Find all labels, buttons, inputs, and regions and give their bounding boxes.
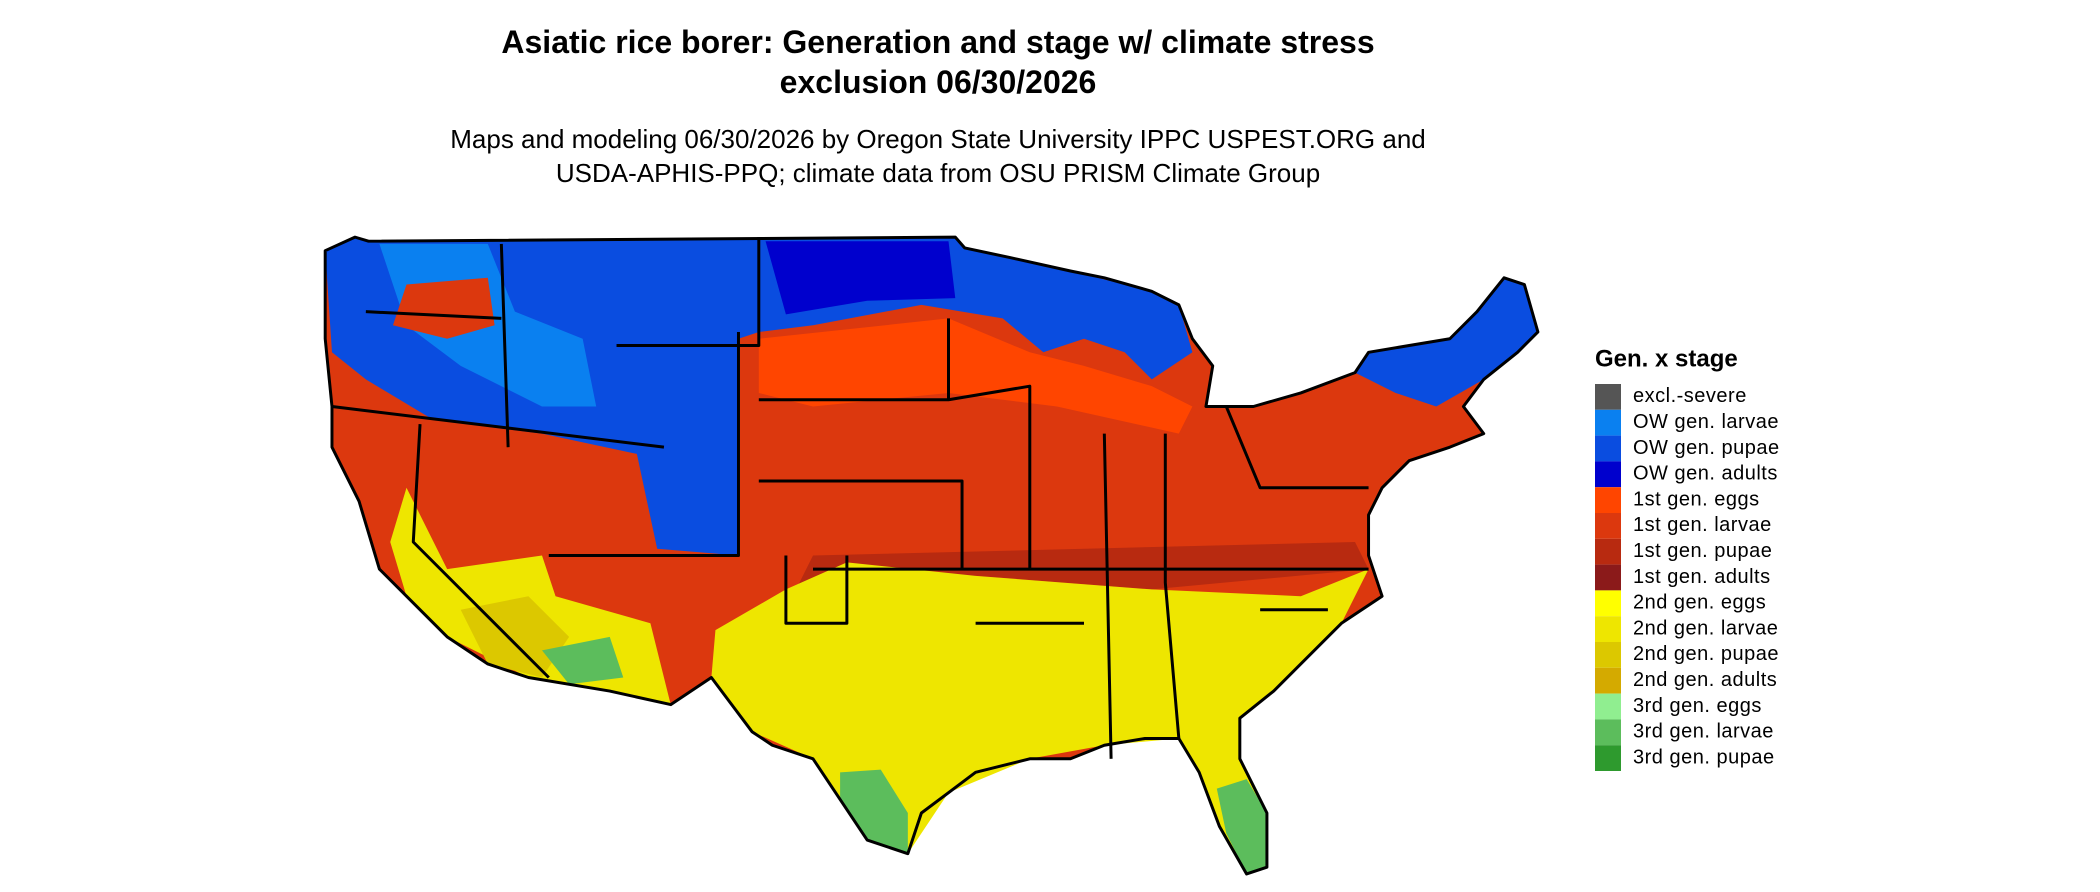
region: [325, 237, 1193, 556]
region: [1216, 779, 1267, 874]
legend-swatch: [1595, 384, 1621, 410]
legend-label: 1st gen. pupae: [1633, 540, 1772, 562]
legend-label: 1st gen. eggs: [1633, 488, 1760, 510]
subtitle: Maps and modeling 06/30/2026 by Oregon S…: [450, 124, 1426, 188]
legend-swatch: [1595, 409, 1621, 436]
legend-swatch: [1595, 461, 1621, 488]
region: [785, 542, 1369, 610]
region: [542, 636, 624, 685]
region: [758, 318, 1193, 434]
legend-label: 3rd gen. larvae: [1633, 721, 1774, 743]
legend-swatch: [1595, 487, 1621, 513]
legend-label: excl.-severe: [1633, 385, 1747, 407]
title: Asiatic rice borer: Generation and stage…: [501, 24, 1375, 100]
border: [323, 235, 1540, 876]
legend-label: 3rd gen. eggs: [1633, 695, 1762, 717]
legend-label: 2nd gen. larvae: [1633, 617, 1778, 639]
legend-label: OW gen. adults: [1633, 463, 1778, 485]
legend-swatch: [1595, 745, 1621, 771]
legend-label: 2nd gen. pupae: [1633, 643, 1779, 665]
legend-label: OW gen. pupae: [1633, 437, 1780, 459]
legend-label: 3rd gen. pupae: [1633, 746, 1775, 768]
region: [840, 769, 908, 854]
legend-swatch: [1595, 642, 1621, 668]
legend-label: OW gen. larvae: [1633, 411, 1779, 433]
region: [765, 241, 956, 315]
legend-label: 2nd gen. eggs: [1633, 592, 1766, 614]
legend-label: 1st gen. larvae: [1633, 514, 1772, 536]
region: [392, 277, 495, 339]
legend-label: 1st gen. adults: [1633, 566, 1771, 588]
legend-swatch: [1595, 616, 1621, 642]
legend-swatch: [1595, 590, 1621, 617]
legend-swatch: [1595, 435, 1621, 462]
legend-swatch: [1595, 719, 1621, 746]
legend-title: Gen. x stage: [1595, 345, 1738, 372]
border: [331, 237, 1369, 759]
legend-swatch: [1595, 564, 1621, 591]
legend-swatch: [1595, 538, 1621, 565]
map-body: [323, 235, 1540, 876]
legend-swatch: [1595, 693, 1621, 720]
legend-swatch: [1595, 513, 1621, 539]
legend-swatch: [1595, 667, 1621, 694]
region: [1355, 277, 1538, 407]
legend-label: 2nd gen. adults: [1633, 669, 1777, 691]
